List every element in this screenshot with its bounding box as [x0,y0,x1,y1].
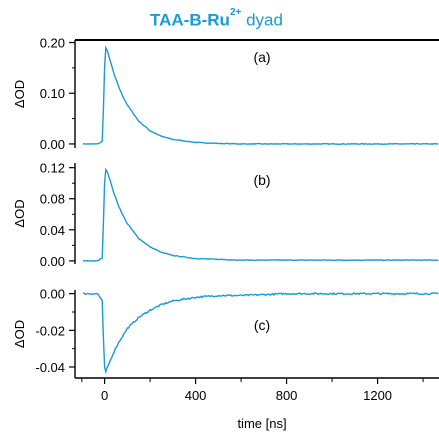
y-axis-label: ΔOD [12,199,27,227]
y-tick-label: 0.00 [40,287,65,302]
y-tick-label: 0.08 [40,192,65,207]
x-tick-label: 400 [185,388,207,403]
panel-label: (c) [254,317,270,333]
series-line [82,45,439,146]
y-tick-label: -0.04 [35,360,65,375]
title-suffix: dyad [241,10,283,30]
y-tick-label: -0.02 [35,323,65,338]
title-superscript: 2+ [229,7,242,18]
series-line [82,167,439,262]
y-axis-label: ΔOD [12,80,27,108]
x-tick-label: 800 [276,388,298,403]
panel-label: (b) [253,172,270,188]
chart-title: TAA-B-Ru2+ dyad [0,0,439,34]
series-line [82,291,439,375]
y-axis-label: ΔOD [12,320,27,348]
x-axis-label: time [ns] [237,416,286,431]
x-tick-label: 0 [101,388,108,403]
title-prefix: TAA-B-Ru [150,10,230,30]
y-tick-label: 0.00 [40,254,65,269]
y-tick-label: 0.00 [40,137,65,152]
y-tick-label: 0.20 [40,36,65,51]
x-tick-label: 1200 [363,388,392,403]
y-tick-label: 0.04 [40,223,65,238]
y-tick-label: 0.12 [40,161,65,176]
panel-label: (a) [253,49,270,65]
y-tick-label: 0.10 [40,86,65,101]
